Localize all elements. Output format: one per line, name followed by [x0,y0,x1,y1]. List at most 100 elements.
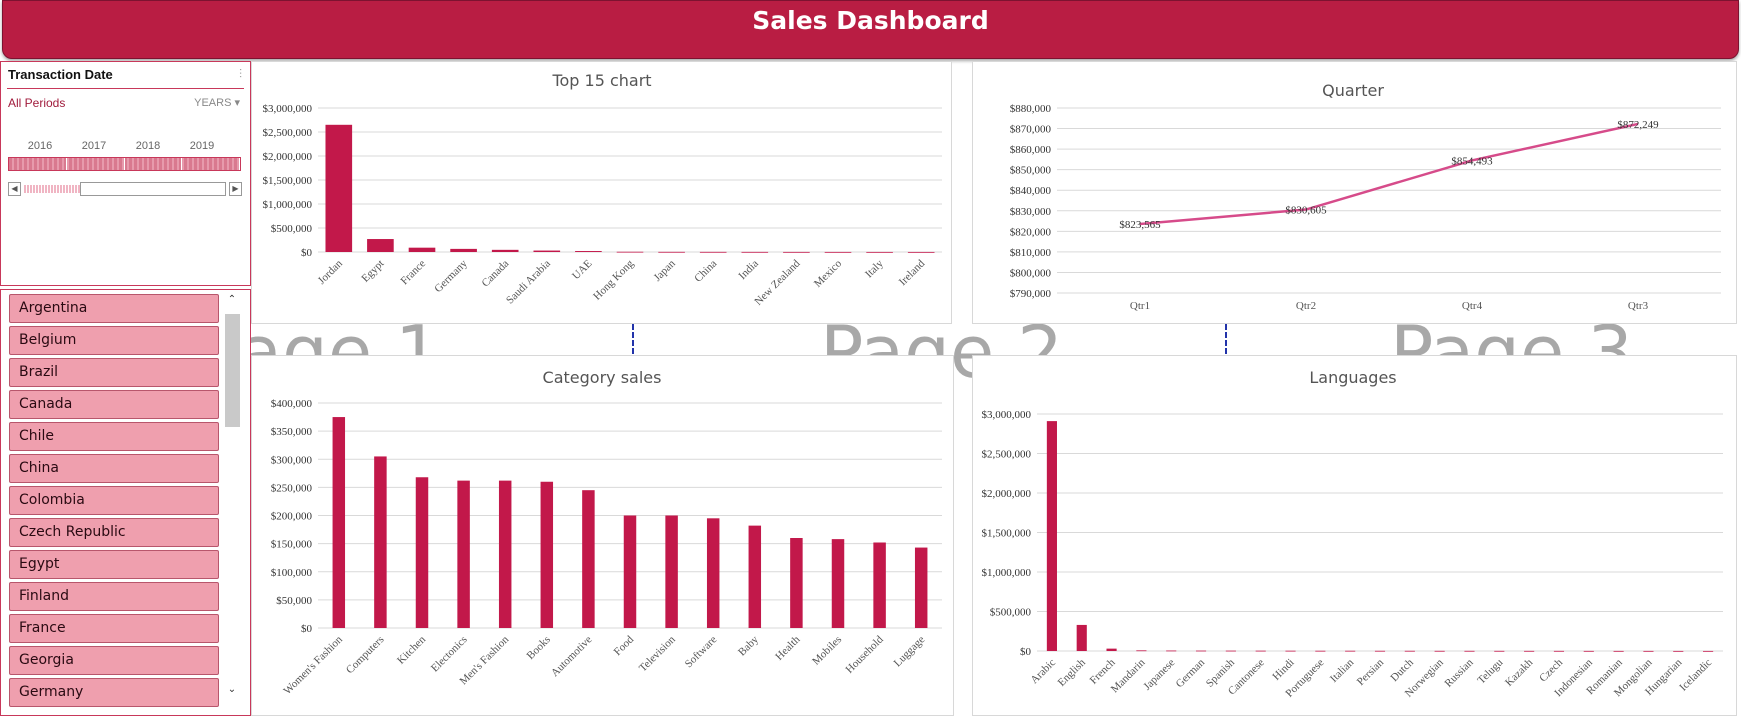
languages-chart-panel[interactable]: Languages $0 $500,000 $1,000,000 $1,500,000 $… [972,355,1737,716]
scroll-left-icon[interactable]: ◀ [8,182,21,196]
bar[interactable] [332,417,346,628]
category-chart-panel[interactable]: Category sales $0 $50,000 $100,000 $150,000 $… [251,355,954,716]
bar[interactable] [665,515,678,629]
bar[interactable] [831,539,845,628]
bar[interactable] [1315,650,1326,652]
quarter-chart-panel[interactable]: Quarter $790,000 $800,000 $810,000 $820,000 $… [972,61,1737,324]
slicer-item[interactable]: Brazil [9,358,219,387]
bar[interactable] [1464,650,1475,652]
bar[interactable] [582,490,595,628]
bar[interactable] [1643,650,1654,652]
languages-chart: Languages $0 $500,000 $1,000,000 $1,500,000 $… [982,368,1723,700]
slicer-item[interactable]: China [9,454,219,483]
bar[interactable] [1166,650,1177,652]
data-label: $854,493 [1451,155,1493,167]
bar[interactable] [325,124,353,252]
bar[interactable] [1524,650,1535,652]
bar[interactable] [1345,650,1356,652]
bar[interactable] [491,249,519,252]
bar[interactable] [616,251,644,253]
scroll-right-icon[interactable]: ▶ [229,182,242,196]
y-tick-label: $790,000 [1010,288,1052,300]
bar[interactable] [699,251,727,253]
slicer-item[interactable]: Chile [9,422,219,451]
bar[interactable] [866,251,893,253]
bar[interactable] [741,251,769,253]
bar[interactable] [457,480,470,628]
bar[interactable] [623,515,637,629]
slicer-item[interactable]: Germany [9,678,219,707]
bar[interactable] [374,456,387,628]
bar[interactable] [1613,650,1624,652]
bar[interactable] [1583,650,1594,652]
x-tick-label: Luggage [892,634,928,670]
bar[interactable] [540,481,554,628]
slicer-item[interactable]: Colombia [9,486,219,515]
x-tick-label: France [398,258,428,288]
bar[interactable] [1374,650,1386,652]
bar[interactable] [575,251,602,252]
bar[interactable] [1225,650,1236,652]
bar[interactable] [1195,650,1207,652]
bar[interactable] [1673,650,1684,652]
chevron-up-icon[interactable]: ⌃ [227,294,237,305]
bar[interactable] [783,251,810,253]
clear-filter-icon[interactable]: ⫶ [238,67,242,81]
bar[interactable] [1434,650,1445,652]
x-tick-label: Kitchen [395,633,428,666]
bar[interactable] [1076,624,1087,651]
bar[interactable] [450,248,477,252]
slicer-scrollbar[interactable]: ⌃ ⌄ [223,290,241,700]
bar[interactable] [1106,648,1117,651]
bar[interactable] [824,251,852,253]
timeline-scrollbar[interactable]: ◀ ▶ [8,182,243,196]
top15-chart-panel[interactable]: Top 15 chart $0 $500,000 $1,000,000 $1,500,0… [251,61,952,324]
bar[interactable] [873,542,886,629]
timeline-level-dropdown[interactable]: YEARS ▾ [194,96,240,109]
series-line[interactable] [1139,122,1639,226]
bar[interactable] [1553,650,1565,652]
bar[interactable] [748,525,762,628]
bar[interactable] [367,239,394,252]
timeline-selection-bar[interactable] [8,157,241,171]
slicer-item[interactable]: Finland [9,582,219,611]
slicer-item[interactable]: Czech Republic [9,518,219,547]
x-tick-label: New Zealand [752,257,803,308]
x-tick-label: Germany [432,257,470,295]
slicer-item[interactable]: Argentina [9,294,219,323]
bar[interactable] [907,251,935,253]
bar[interactable] [1046,421,1057,651]
bar[interactable] [415,477,429,628]
timeline-year[interactable]: 2019 [189,140,215,152]
slicer-item[interactable]: Belgium [9,326,219,355]
slicer-item[interactable]: Georgia [9,646,219,675]
bar[interactable] [1404,650,1415,652]
bar[interactable] [790,538,803,628]
transaction-date-timeline[interactable]: Transaction Date ⫶ All Periods YEARS ▾ 2… [0,61,251,286]
timeline-year[interactable]: 2018 [135,140,161,152]
dashboard-title: Sales Dashboard [752,6,989,35]
slicer-scroll-thumb[interactable] [225,314,240,427]
timeline-year[interactable]: 2016 [27,140,53,152]
timeline-year[interactable]: 2017 [81,140,107,152]
bar[interactable] [533,250,561,252]
bar[interactable] [1255,650,1266,652]
chevron-down-icon[interactable]: ⌄ [227,684,237,695]
timeline-level-label: YEARS [194,97,232,109]
bar[interactable] [658,251,685,253]
timeline-scroll-thumb[interactable] [80,182,226,196]
bar[interactable] [498,480,512,628]
bar[interactable] [1136,650,1147,652]
bar[interactable] [1285,650,1296,652]
slicer-item[interactable]: Canada [9,390,219,419]
bar[interactable] [914,547,928,628]
bar[interactable] [1703,650,1714,652]
y-tick-label: $50,000 [276,595,312,607]
bar[interactable] [706,518,720,628]
chart-title: Category sales [543,368,662,387]
slicer-item[interactable]: Egypt [9,550,219,579]
slicer-item[interactable]: France [9,614,219,643]
bar[interactable] [408,247,436,252]
bar[interactable] [1494,650,1505,652]
timeline-title: Transaction Date [8,67,113,82]
